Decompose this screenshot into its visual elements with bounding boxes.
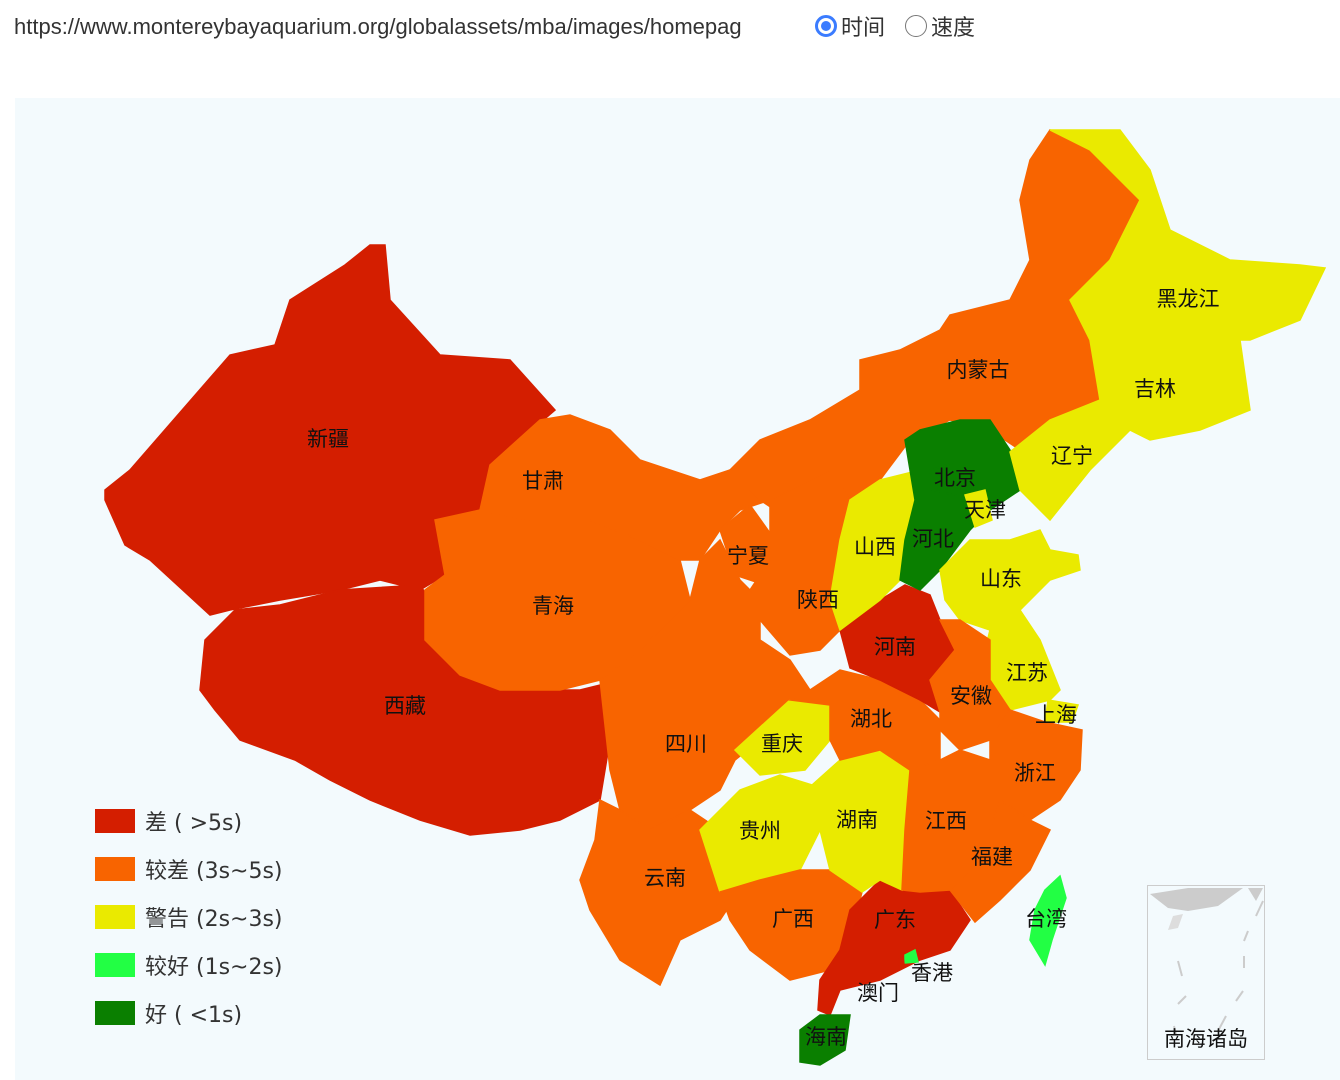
province-label: 湖南	[836, 808, 878, 832]
legend-label: 警告 (2s~3s)	[145, 907, 283, 932]
province-label: 浙江	[1014, 761, 1056, 785]
province-label: 香港	[911, 961, 953, 985]
province-label: 福建	[971, 845, 1013, 869]
province-label: 山东	[980, 567, 1022, 591]
south-china-sea-inset: 南海诸岛	[1147, 885, 1265, 1060]
metric-radio-group: 时间 速度	[815, 10, 995, 42]
legend-label: 差 ( >5s)	[145, 811, 243, 836]
legend-swatch	[95, 857, 135, 881]
province-label: 海南	[805, 1025, 847, 1049]
province-region[interactable]	[1049, 129, 1327, 341]
province-region[interactable]	[1029, 874, 1067, 967]
province-label: 广西	[772, 907, 814, 931]
province-label: 宁夏	[727, 544, 769, 568]
province-label: 辽宁	[1051, 444, 1093, 468]
province-label: 重庆	[761, 732, 803, 756]
radio-label: 时间	[841, 16, 886, 41]
province-label: 黑龙江	[1157, 287, 1220, 311]
radio-label: 速度	[931, 16, 976, 41]
province-region[interactable]	[899, 419, 1021, 591]
province-region[interactable]	[896, 955, 905, 966]
radio-time[interactable]: 时间	[815, 10, 885, 42]
province-label: 河南	[874, 635, 916, 659]
province-label: 山西	[854, 535, 896, 559]
province-label: 江西	[925, 809, 967, 833]
province-region[interactable]	[949, 798, 1052, 924]
province-label: 台湾	[1025, 907, 1067, 931]
province-region[interactable]	[749, 469, 851, 656]
url-text: https://www.montereybayaquarium.org/glob…	[14, 14, 742, 39]
province-label: 内蒙古	[947, 358, 1010, 382]
legend-swatch	[95, 953, 135, 977]
province-label: 西藏	[384, 694, 426, 718]
radio-button-checked[interactable]	[815, 15, 837, 37]
province-label: 陕西	[797, 588, 839, 612]
legend-label: 较好 (1s~2s)	[145, 955, 283, 980]
province-label: 新疆	[307, 427, 349, 451]
province-label: 澳门	[857, 981, 899, 1005]
province-label: 天津	[964, 498, 1006, 522]
legend-swatch	[95, 809, 135, 833]
legend-swatch	[95, 905, 135, 929]
legend-item-fair[interactable]: 较好 (1s~2s)	[95, 941, 283, 989]
province-label: 湖北	[850, 707, 892, 731]
province-region[interactable]	[929, 619, 1011, 751]
province-label: 贵州	[739, 819, 781, 843]
radio-button[interactable]	[905, 15, 928, 37]
province-label: 安徽	[950, 684, 992, 708]
province-region[interactable]	[579, 798, 741, 987]
province-label: 甘肃	[522, 469, 564, 493]
province-label: 吉林	[1134, 377, 1176, 401]
province-label: 四川	[665, 732, 707, 756]
south-sea-islands-icon	[1150, 888, 1264, 1035]
legend-label: 较差 (3s~5s)	[145, 859, 283, 884]
province-label: 江苏	[1006, 661, 1048, 685]
legend-item-warn[interactable]: 警告 (2s~3s)	[95, 893, 283, 941]
china-map: 新疆西藏 青海 甘肃 内蒙古宁夏陕西四川 重庆云南 贵州广西 广东海南 湖南 湖北 河南 山西 河北 北…	[15, 98, 1340, 1080]
legend-item-poor[interactable]: 较差 (3s~5s)	[95, 845, 283, 893]
province-region[interactable]	[904, 948, 919, 964]
province-label: 广东	[874, 908, 916, 932]
province-region[interactable]	[1044, 699, 1080, 723]
legend-item-bad[interactable]: 差 ( >5s)	[95, 797, 283, 845]
province-region[interactable]	[799, 1014, 851, 1066]
radio-speed[interactable]: 速度	[905, 10, 975, 42]
province-label: 青海	[532, 594, 574, 618]
legend: 差 ( >5s) 较差 (3s~5s) 警告 (2s~3s) 较好 (1s~2s…	[95, 797, 283, 1037]
province-region[interactable]	[929, 461, 972, 496]
province-label: 北京	[934, 466, 976, 490]
legend-swatch	[95, 1001, 135, 1025]
province-label: 河北	[912, 527, 954, 551]
province-region[interactable]	[964, 489, 993, 529]
legend-label: 好 ( <1s)	[145, 1003, 243, 1028]
province-label: 上海	[1035, 703, 1077, 727]
inset-label: 南海诸岛	[1164, 1027, 1248, 1051]
legend-item-good[interactable]: 好 ( <1s)	[95, 989, 283, 1037]
province-region[interactable]	[1009, 399, 1132, 522]
province-label: 云南	[644, 866, 686, 890]
